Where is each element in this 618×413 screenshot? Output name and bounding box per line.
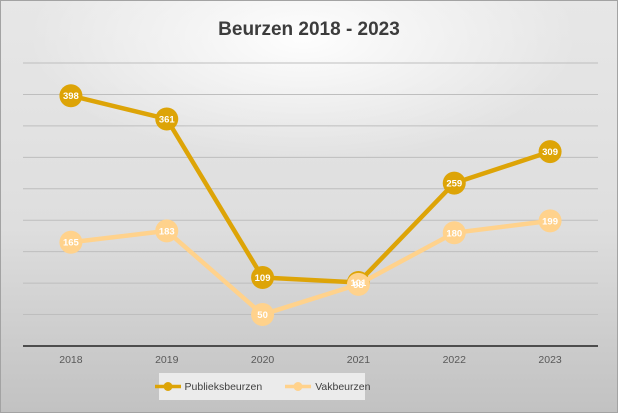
data-point-marker-publieksbeurzen bbox=[538, 140, 562, 164]
data-label-publieksbeurzen: 398 bbox=[63, 91, 79, 102]
data-label-publieksbeurzen: 361 bbox=[159, 114, 176, 125]
legend-item-vakbeurzen: Vakbeurzen bbox=[284, 381, 370, 393]
legend-line-marker-icon bbox=[285, 382, 312, 391]
data-label-vakbeurzen: 50 bbox=[257, 310, 268, 321]
chart-title: Beurzen 2018 - 2023 bbox=[218, 19, 400, 40]
legend-label-vakbeurzen: Vakbeurzen bbox=[315, 380, 371, 393]
data-label-publieksbeurzen: 101 bbox=[350, 278, 367, 289]
data-point-marker-publieksbeurzen bbox=[59, 84, 83, 108]
data-label-vakbeurzen: 165 bbox=[63, 238, 80, 249]
data-point-marker-vakbeurzen bbox=[251, 303, 275, 327]
data-point-marker-vakbeurzen bbox=[442, 221, 466, 245]
data-label-vakbeurzen: 199 bbox=[542, 216, 558, 227]
x-axis-label: 2019 bbox=[155, 354, 179, 366]
data-point-marker-vakbeurzen bbox=[59, 230, 83, 254]
series-line-vakbeurzen bbox=[68, 218, 553, 317]
data-label-publieksbeurzen: 309 bbox=[542, 147, 558, 158]
data-point-marker-vakbeurzen bbox=[538, 209, 562, 233]
data-label-vakbeurzen: 183 bbox=[159, 226, 175, 237]
data-label-vakbeurzen: 98 bbox=[353, 280, 364, 291]
x-axis-label: 2022 bbox=[443, 354, 467, 366]
data-point-marker-publieksbeurzen bbox=[442, 171, 466, 195]
legend-line-marker-icon bbox=[154, 382, 181, 391]
x-axis-label: 2018 bbox=[59, 354, 83, 366]
series-line-publieksbeurzen bbox=[68, 93, 553, 285]
data-point-marker-publieksbeurzen bbox=[155, 107, 179, 131]
data-point-marker-vakbeurzen bbox=[346, 272, 370, 296]
legend: Publieksbeurzen Vakbeurzen bbox=[154, 373, 370, 400]
legend-label-publieksbeurzen: Publieksbeurzen bbox=[184, 380, 263, 393]
data-label-vakbeurzen: 180 bbox=[446, 228, 462, 239]
legend-item-publieksbeurzen: Publieksbeurzen bbox=[154, 380, 263, 393]
x-axis-label: 2020 bbox=[251, 354, 275, 366]
data-point-marker-vakbeurzen bbox=[155, 219, 179, 243]
x-axis-label: 2021 bbox=[347, 354, 371, 366]
data-label-publieksbeurzen: 259 bbox=[446, 179, 462, 190]
x-axis-label: 2023 bbox=[538, 354, 562, 366]
data-label-publieksbeurzen: 109 bbox=[255, 273, 271, 284]
data-point-marker-publieksbeurzen bbox=[251, 265, 275, 289]
